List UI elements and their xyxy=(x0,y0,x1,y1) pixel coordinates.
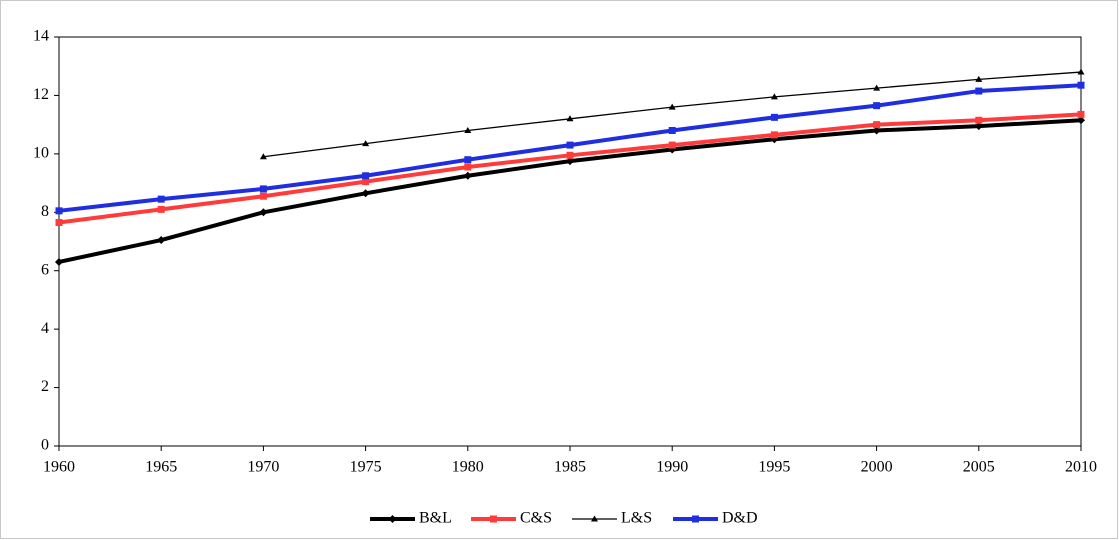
marker xyxy=(873,84,881,91)
marker xyxy=(259,192,267,200)
x-tick-label: 1995 xyxy=(758,459,790,476)
y-tick-label: 6 xyxy=(41,261,49,278)
marker xyxy=(157,205,165,213)
x-tick-label: 1985 xyxy=(554,459,586,476)
marker xyxy=(259,153,267,160)
x-tick-label: 1980 xyxy=(452,459,484,476)
marker xyxy=(388,515,397,523)
marker xyxy=(259,208,268,217)
marker xyxy=(668,103,676,110)
marker xyxy=(566,157,574,166)
y-tick-label: 2 xyxy=(41,378,49,395)
marker xyxy=(770,93,778,100)
marker xyxy=(566,151,574,159)
legend-label: C&S xyxy=(520,510,552,527)
marker xyxy=(362,172,370,180)
legend-label: D&D xyxy=(722,510,758,527)
marker xyxy=(1077,110,1085,118)
marker xyxy=(770,131,778,139)
marker xyxy=(157,236,166,245)
marker xyxy=(361,189,370,198)
legend-label: B&L xyxy=(419,510,452,527)
marker xyxy=(566,141,574,149)
marker xyxy=(464,126,472,133)
marker xyxy=(259,185,267,193)
marker xyxy=(975,87,983,95)
marker xyxy=(668,126,676,134)
marker xyxy=(362,178,370,186)
marker xyxy=(464,163,472,171)
x-tick-label: 1975 xyxy=(350,459,382,476)
marker xyxy=(464,156,472,164)
y-tick-label: 12 xyxy=(33,86,49,103)
x-tick-label: 2010 xyxy=(1065,459,1097,476)
x-tick-label: 2000 xyxy=(861,459,893,476)
x-tick-label: 1960 xyxy=(43,459,75,476)
marker xyxy=(566,115,574,122)
marker xyxy=(975,75,983,82)
marker xyxy=(668,141,676,149)
legend-label: L&S xyxy=(621,510,652,527)
marker xyxy=(692,515,699,523)
marker xyxy=(157,195,165,203)
marker xyxy=(873,102,881,110)
x-tick-label: 1970 xyxy=(247,459,279,476)
marker xyxy=(362,140,370,147)
y-tick-label: 10 xyxy=(33,145,49,162)
marker xyxy=(1077,116,1085,125)
x-tick-label: 1965 xyxy=(145,459,177,476)
marker xyxy=(872,126,881,135)
y-tick-label: 14 xyxy=(33,28,49,45)
x-tick-label: 1990 xyxy=(656,459,688,476)
marker xyxy=(55,257,63,266)
marker xyxy=(873,121,881,129)
marker xyxy=(463,171,472,180)
marker xyxy=(1077,68,1085,75)
marker xyxy=(591,515,598,522)
y-tick-label: 8 xyxy=(41,203,49,220)
marker xyxy=(975,116,983,124)
x-tick-label: 2005 xyxy=(963,459,995,476)
marker xyxy=(770,113,778,121)
y-tick-label: 4 xyxy=(41,320,49,337)
marker xyxy=(974,122,983,131)
marker xyxy=(490,515,497,523)
marker xyxy=(55,219,63,227)
marker xyxy=(55,207,63,215)
marker xyxy=(1077,81,1085,89)
y-tick-label: 0 xyxy=(41,437,49,454)
